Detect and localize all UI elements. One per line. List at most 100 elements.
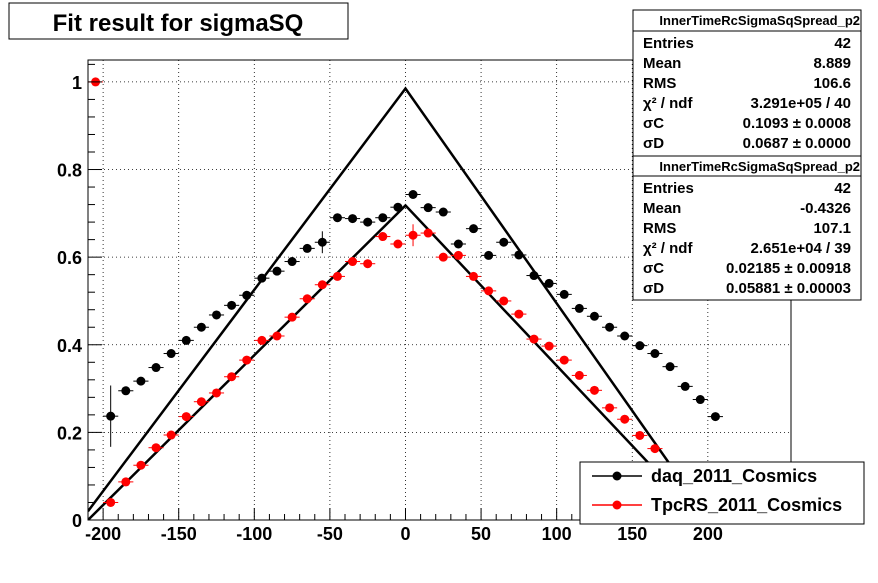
data-point (332, 213, 342, 223)
y-tick-label: 0 (72, 511, 82, 531)
data-point (620, 331, 630, 341)
data-point (650, 349, 660, 359)
data-point (408, 230, 418, 240)
stats-label-entries: Entries (643, 180, 694, 197)
data-point (166, 349, 176, 359)
y-tick-label: 0.8 (57, 161, 82, 181)
data-point (106, 497, 116, 507)
data-point (589, 311, 599, 321)
legend: daq_2011_Cosmics TpcRS_2011_Cosmics (579, 461, 865, 525)
stats-box-name: InnerTimeRcSigmaSqSpread_p2 (659, 13, 860, 28)
data-point (393, 202, 403, 212)
data-point (378, 232, 388, 242)
x-tick-label: -50 (317, 524, 343, 544)
data-point (121, 477, 131, 487)
y-tick-label: 0.2 (57, 423, 82, 443)
data-point (514, 250, 524, 260)
data-point (438, 252, 448, 262)
stats-value-sigma-c: 0.02185 ± 0.00918 (726, 260, 851, 277)
x-tick-label: 0 (400, 524, 410, 544)
x-tick-label: 50 (471, 524, 491, 544)
data-point (332, 271, 342, 281)
x-tick-label: 150 (617, 524, 647, 544)
stats-label-rms: RMS (643, 220, 676, 237)
data-point (212, 310, 222, 320)
data-point (317, 237, 327, 247)
data-point (650, 444, 660, 454)
stats-value-entries: 42 (834, 35, 851, 52)
data-point (423, 203, 433, 213)
legend-entry-daq: daq_2011_Cosmics (592, 466, 817, 486)
data-point (620, 414, 630, 424)
data-point (499, 237, 509, 247)
stats-label-chi2: χ² / ndf (643, 240, 693, 257)
stats-label-rms: RMS (643, 75, 676, 92)
series-tpcrs (88, 77, 663, 507)
data-point (287, 312, 297, 322)
data-point (363, 259, 373, 269)
y-tick-label: 0.6 (57, 248, 82, 268)
data-point (227, 372, 237, 382)
data-point (151, 443, 161, 453)
legend-label-tpcrs: TpcRS_2011_Cosmics (651, 495, 842, 515)
data-point (469, 271, 479, 281)
data-point (484, 250, 494, 260)
data-point (317, 280, 327, 290)
data-point (106, 411, 116, 421)
data-point (484, 286, 494, 296)
data-point (166, 430, 176, 440)
stats-label-sigma-c: σC (643, 260, 664, 277)
stats-value-rms: 107.1 (813, 220, 851, 237)
stats-value-sigma-d: 0.05881 ± 0.00003 (726, 280, 851, 297)
stats-value-mean: 8.889 (813, 55, 851, 72)
data-point (242, 355, 252, 365)
data-point (136, 460, 146, 470)
stats-label-entries: Entries (643, 35, 694, 52)
stats-box-tpcrs: InnerTimeRcSigmaSqSpread_p2 Entries 42 M… (632, 155, 862, 301)
data-point (635, 430, 645, 440)
data-point (529, 271, 539, 281)
data-point (710, 412, 720, 422)
stats-value-mean: -0.4326 (800, 200, 851, 217)
data-point (287, 257, 297, 267)
fit-line-tpcrs (88, 203, 705, 520)
data-point (453, 239, 463, 249)
x-tick-label: -150 (161, 524, 197, 544)
data-point (272, 331, 282, 341)
x-tick-label: 100 (542, 524, 572, 544)
series-daq (103, 189, 723, 447)
data-point (257, 335, 267, 345)
data-point (272, 266, 282, 276)
data-point (302, 294, 312, 304)
data-point (574, 370, 584, 380)
data-point (302, 243, 312, 253)
data-point (680, 381, 690, 391)
stats-label-chi2: χ² / ndf (643, 95, 693, 112)
data-point (151, 363, 161, 373)
legend-entry-tpcrs: TpcRS_2011_Cosmics (592, 495, 842, 515)
data-point (348, 257, 358, 267)
data-point (438, 207, 448, 217)
stats-box-frame (632, 155, 862, 301)
data-point (242, 290, 252, 300)
data-point (408, 189, 418, 199)
data-point (181, 335, 191, 345)
data-point (665, 362, 675, 372)
data-point (544, 278, 554, 288)
stats-value-sigma-c: 0.1093 ± 0.0008 (743, 115, 851, 132)
data-point (605, 403, 615, 413)
data-point (257, 273, 267, 283)
fit-line-daq (88, 86, 711, 520)
data-point (423, 228, 433, 238)
stats-value-rms: 106.6 (813, 75, 851, 92)
stats-value-chi2: 2.651e+04 / 39 (750, 240, 851, 257)
legend-label-daq: daq_2011_Cosmics (651, 466, 817, 486)
stats-box-frame (632, 9, 862, 157)
stats-box-daq: InnerTimeRcSigmaSqSpread_p2 Entries 42 M… (632, 9, 862, 157)
data-point (212, 388, 222, 398)
data-point (589, 385, 599, 395)
legend-frame (579, 461, 865, 525)
stats-label-sigma-d: σD (643, 280, 664, 297)
x-tick-label: 200 (693, 524, 723, 544)
